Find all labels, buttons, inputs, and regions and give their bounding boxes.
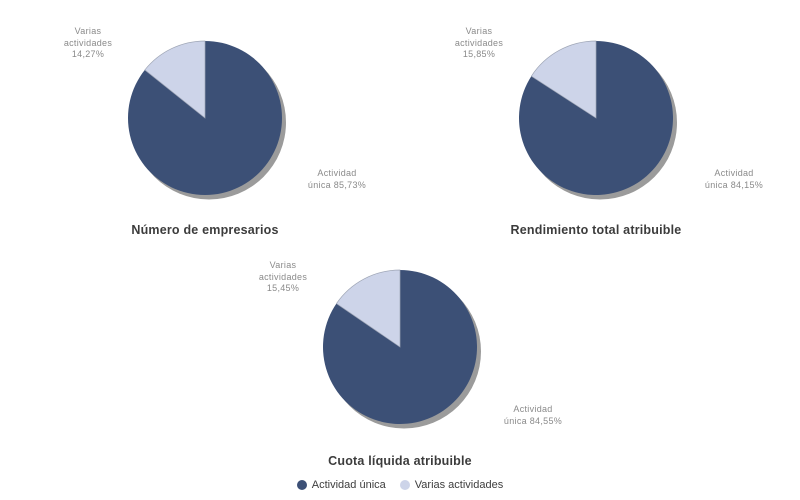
chart-title-rendimiento-total-atribuible: Rendimiento total atribuible <box>510 223 682 237</box>
slice-label-line: actividades <box>258 271 308 282</box>
legend-label: Actividad única <box>311 479 386 491</box>
slice-label-line: Actividad <box>513 404 553 414</box>
slice-label-line: Actividad <box>714 168 754 178</box>
pie-cuota-liquida-atribuible <box>323 269 481 429</box>
legend-swatch-varias-actividades-icon <box>399 480 410 490</box>
slice-label-line: 15,85% <box>462 49 496 59</box>
chart-title-numero-de-empresarios: Número de empresarios <box>131 223 279 237</box>
slice-label-varias-actividades: Varias actividades 14,27% <box>38 26 138 61</box>
slice-label-line: Varias <box>269 260 297 270</box>
slice-label-line: única 84,55% <box>503 415 563 426</box>
slice-label-actividad-unica: Actividad única 84,15% <box>684 168 784 191</box>
slice-label-varias-actividades: Varias actividades 15,45% <box>233 260 333 295</box>
legend-swatch-actividad-unica-icon <box>296 480 307 490</box>
legend-item-actividad-unica: Actividad única <box>296 479 386 491</box>
pie-numero-de-empresarios <box>127 40 286 200</box>
pie-slice-varias-actividades <box>335 269 401 348</box>
pie-slice-varias-actividades <box>530 40 597 119</box>
slice-label-line: única 85,73% <box>307 179 367 190</box>
pie-slice-varias-actividades <box>144 40 206 119</box>
slice-label-line: Actividad <box>317 168 357 178</box>
slice-label-varias-actividades: Varias actividades 15,85% <box>429 26 529 61</box>
slice-label-line: única 84,15% <box>704 179 764 190</box>
slice-label-actividad-unica: Actividad única 84,55% <box>483 404 583 427</box>
chart-legend: Actividad única Varias actividades <box>0 479 800 491</box>
chart-title-cuota-liquida-atribuible: Cuota líquida atribuible <box>328 454 472 468</box>
slice-label-line: Varias <box>74 26 102 36</box>
slice-label-line: 15,45% <box>266 283 300 293</box>
legend-label: Varias actividades <box>414 479 504 491</box>
slice-label-actividad-unica: Actividad única 85,73% <box>287 168 387 191</box>
slice-label-line: Varias <box>465 26 493 36</box>
slice-label-line: actividades <box>63 37 113 48</box>
slice-label-line: 14,27% <box>71 49 105 59</box>
pie-rendimiento-total-atribuible <box>519 40 677 200</box>
legend-item-varias-actividades: Varias actividades <box>399 479 504 491</box>
slice-label-line: actividades <box>454 37 504 48</box>
